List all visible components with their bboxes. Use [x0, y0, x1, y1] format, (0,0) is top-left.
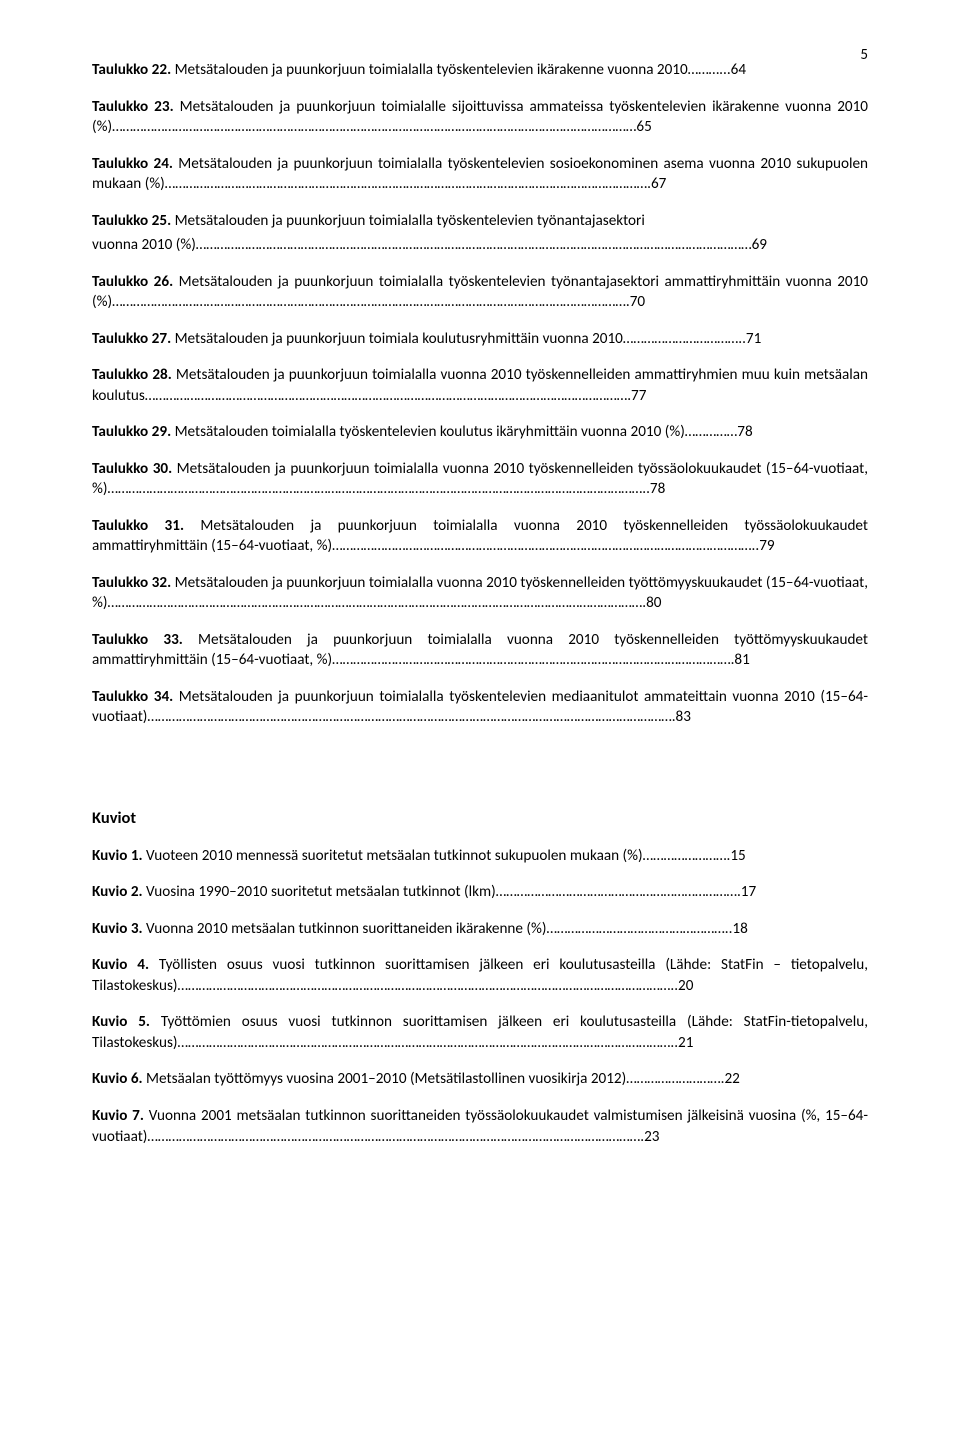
toc-page: .23: [640, 1128, 659, 1146]
toc-label: Kuvio 7.: [92, 1107, 144, 1125]
toc-entry: Taulukko 30. Metsätalouden ja puunkorjuu…: [92, 459, 868, 500]
toc-entry: Taulukko 33. Metsätalouden ja puunkorjuu…: [92, 630, 868, 671]
toc-entry: Taulukko 24. Metsätalouden ja puunkorjuu…: [92, 154, 868, 195]
toc-label: Taulukko 27.: [92, 330, 171, 348]
toc-text: Metsätalouden ja puunkorjuun toimialalle…: [92, 98, 868, 137]
toc-entry: Kuvio 4. Työllisten osuus vuosi tutkinno…: [92, 955, 868, 996]
toc-entry: Kuvio 2. Vuosina 1990–2010 suoritetut me…: [92, 882, 868, 903]
toc-entry: Kuvio 3. Vuonna 2010 metsäalan tutkinnon…: [92, 919, 868, 940]
toc-text: Vuosina 1990–2010 suoritetut metsäalan t…: [146, 883, 737, 901]
toc-page: ..21: [670, 1034, 693, 1052]
toc-label: Taulukko 31.: [92, 517, 184, 535]
toc-entry: Kuvio 1. Vuoteen 2010 mennessä suoritetu…: [92, 846, 868, 867]
toc-page: .67: [647, 175, 666, 193]
toc-label: Taulukko 28.: [92, 366, 172, 384]
toc-entry: Taulukko 27. Metsätalouden ja puunkorjuu…: [92, 329, 868, 350]
toc-entry: Taulukko 34. Metsätalouden ja puunkorjuu…: [92, 687, 868, 728]
toc-label: Taulukko 30.: [92, 460, 172, 478]
toc-label: Kuvio 2.: [92, 883, 143, 901]
toc-label: Kuvio 6.: [92, 1070, 143, 1088]
toc-text: Metsätalouden ja puunkorjuun toimialalla…: [175, 61, 723, 79]
toc-label: Kuvio 5.: [92, 1013, 150, 1031]
toc-page: ..18: [725, 920, 748, 938]
toc-label: Kuvio 4.: [92, 956, 149, 974]
toc-text: Metsätalouden toimialalla työskentelevie…: [175, 423, 727, 441]
toc-entry-line2: vuonna 2010 (%)……………………………………………………………………: [92, 235, 868, 256]
toc-label: Taulukko 24.: [92, 155, 173, 173]
toc-entry: Taulukko 32. Metsätalouden ja puunkorjuu…: [92, 573, 868, 614]
toc-text: Metsätalouden ja puunkorjuun toimialalla…: [92, 155, 868, 194]
toc-label: Taulukko 34.: [92, 688, 173, 706]
toc-entry: Taulukko 25. Metsätalouden ja puunkorjuu…: [92, 211, 868, 232]
toc-text: Metsätalouden ja puunkorjuun toimialalla…: [92, 273, 868, 312]
toc-label: Taulukko 29.: [92, 423, 171, 441]
toc-entry: Taulukko 31. Metsätalouden ja puunkorjuu…: [92, 516, 868, 557]
toc-text: Metsätalouden ja puunkorjuun toimiala ko…: [175, 330, 739, 348]
toc-label: Kuvio 1.: [92, 847, 143, 865]
toc-label: Taulukko 33.: [92, 631, 183, 649]
page-number: 5: [860, 46, 868, 64]
toc-label: Kuvio 3.: [92, 920, 143, 938]
toc-text: Työllisten osuus vuosi tutkinnon suoritt…: [92, 956, 868, 995]
toc-entry: Taulukko 28. Metsätalouden ja puunkorjuu…: [92, 365, 868, 406]
toc-page: …65: [626, 118, 652, 136]
toc-text: Vuoteen 2010 mennessä suoritetut metsäal…: [146, 847, 727, 865]
toc-text: Vuonna 2001 metsäalan tutkinnon suoritta…: [92, 1107, 868, 1146]
toc-text: Metsätalouden ja puunkorjuun toimialalla…: [92, 574, 868, 613]
section-heading-kuviot: Kuviot: [92, 808, 868, 828]
document-page: 5 Taulukko 22. Metsätalouden ja puunkorj…: [0, 0, 960, 1436]
toc-entry: Taulukko 26. Metsätalouden ja puunkorjuu…: [92, 272, 868, 313]
toc-label: Taulukko 26.: [92, 273, 173, 291]
toc-page: .77: [627, 387, 646, 405]
toc-label: Taulukko 32.: [92, 574, 171, 592]
toc-page: ..71: [738, 330, 761, 348]
toc-label: Taulukko 23.: [92, 98, 174, 116]
toc-page: .81: [731, 651, 750, 669]
toc-entry: Kuvio 5. Työttömien osuus vuosi tutkinno…: [92, 1012, 868, 1053]
toc-page: .15: [727, 847, 746, 865]
toc-text: Työttömien osuus vuosi tutkinnon suoritt…: [92, 1013, 868, 1052]
toc-page: .80: [642, 594, 661, 612]
toc-page: .17: [737, 883, 756, 901]
toc-page: ..78: [642, 480, 665, 498]
toc-label: Taulukko 25.: [92, 212, 171, 230]
toc-page: …78: [727, 423, 753, 441]
toc-page: ….22: [710, 1070, 740, 1088]
toc-page: .70: [626, 293, 645, 311]
toc-page: ..79: [752, 537, 775, 555]
toc-text: vuonna 2010 (%)……………………………………………………………………: [92, 236, 741, 254]
toc-page: ..64: [723, 61, 746, 79]
toc-text: Metsätalouden ja puunkorjuun toimialalla…: [92, 460, 868, 499]
toc-entry: Kuvio 7. Vuonna 2001 metsäalan tutkinnon…: [92, 1106, 868, 1147]
toc-text: Metsätalouden ja puunkorjuun toimialalla…: [92, 366, 868, 405]
toc-text: Vuonna 2010 metsäalan tutkinnon suoritta…: [146, 920, 725, 938]
toc-text: Metsätalouden ja puunkorjuun toimialalla…: [175, 212, 645, 230]
toc-page: …69: [741, 236, 767, 254]
toc-page: .83: [672, 708, 691, 726]
toc-text: Metsätalouden ja puunkorjuun toimialalla…: [92, 631, 868, 670]
toc-text: Metsätalouden ja puunkorjuun toimialalla…: [92, 688, 868, 727]
toc-entry: Taulukko 23. Metsätalouden ja puunkorjuu…: [92, 97, 868, 138]
toc-page: ..20: [670, 977, 693, 995]
toc-text: Metsäalan työttömyys vuosina 2001–2010 (…: [146, 1070, 710, 1088]
toc-entry: Taulukko 29. Metsätalouden toimialalla t…: [92, 422, 868, 443]
toc-entry: Kuvio 6. Metsäalan työttömyys vuosina 20…: [92, 1069, 868, 1090]
toc-label: Taulukko 22.: [92, 61, 171, 79]
toc-entry: Taulukko 22. Metsätalouden ja puunkorjuu…: [92, 60, 868, 81]
